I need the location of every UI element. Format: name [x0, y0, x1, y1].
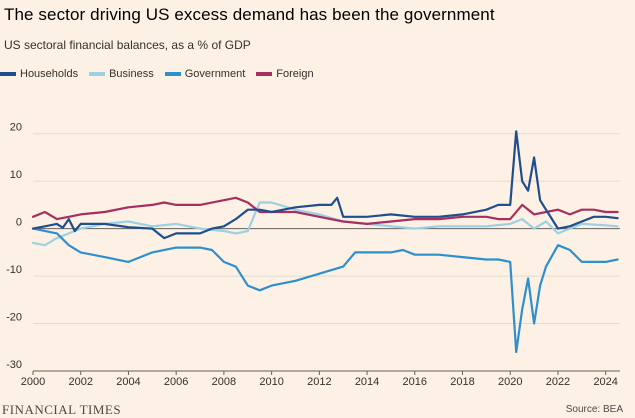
ft-logo: FINANCIAL TIMES: [2, 402, 122, 417]
legend-item-foreign: Foreign: [256, 68, 314, 80]
legend-swatch-households: [0, 72, 16, 76]
legend-swatch-business: [89, 72, 106, 76]
x-tick-label: 2024: [593, 376, 617, 388]
series-lines: [31, 130, 619, 354]
legend-swatch-foreign: [256, 72, 273, 76]
x-tick-label: 2020: [498, 376, 522, 388]
legend-label-business: Business: [109, 68, 154, 80]
x-tick-label: 2002: [68, 376, 92, 388]
x-tick-label: 2014: [355, 376, 379, 388]
x-tick-label: 2008: [212, 376, 236, 388]
y-tick-label: 10: [10, 169, 22, 181]
chart-title: The sector driving US excess demand has …: [4, 5, 495, 24]
x-tick-label: 2012: [307, 376, 331, 388]
series-line-households: [31, 130, 619, 240]
chart-subtitle: US sectoral financial balances, as a % o…: [4, 38, 251, 52]
series-line-business: [31, 201, 619, 247]
x-tick-label: 2010: [259, 376, 283, 388]
legend-item-government: Government: [164, 68, 246, 80]
legend-label-households: Households: [20, 68, 79, 80]
legend: Households Business Government Foreign: [0, 66, 325, 82]
source-note: Source: BEA: [565, 404, 623, 415]
x-tick-label: 2016: [403, 376, 427, 388]
y-tick-label: 0: [16, 217, 22, 229]
x-tick-label: 2004: [116, 376, 140, 388]
x-tick-label: 2022: [546, 376, 570, 388]
y-tick-label: -30: [6, 359, 22, 371]
legend-item-households: Households: [0, 68, 78, 80]
x-tick-label: 2006: [164, 376, 188, 388]
series-line-foreign: [31, 196, 619, 225]
legend-item-business: Business: [89, 68, 154, 80]
series-line-government: [31, 227, 619, 354]
legend-swatch-government: [164, 72, 181, 76]
x-tick-label: 2000: [21, 376, 45, 388]
y-tick-label: -20: [6, 312, 22, 324]
y-tick-label: 20: [10, 122, 22, 134]
x-tick-label: 2018: [450, 376, 474, 388]
legend-label-government: Government: [184, 68, 246, 80]
y-tick-label: -10: [6, 264, 22, 276]
legend-label-foreign: Foreign: [276, 68, 314, 80]
